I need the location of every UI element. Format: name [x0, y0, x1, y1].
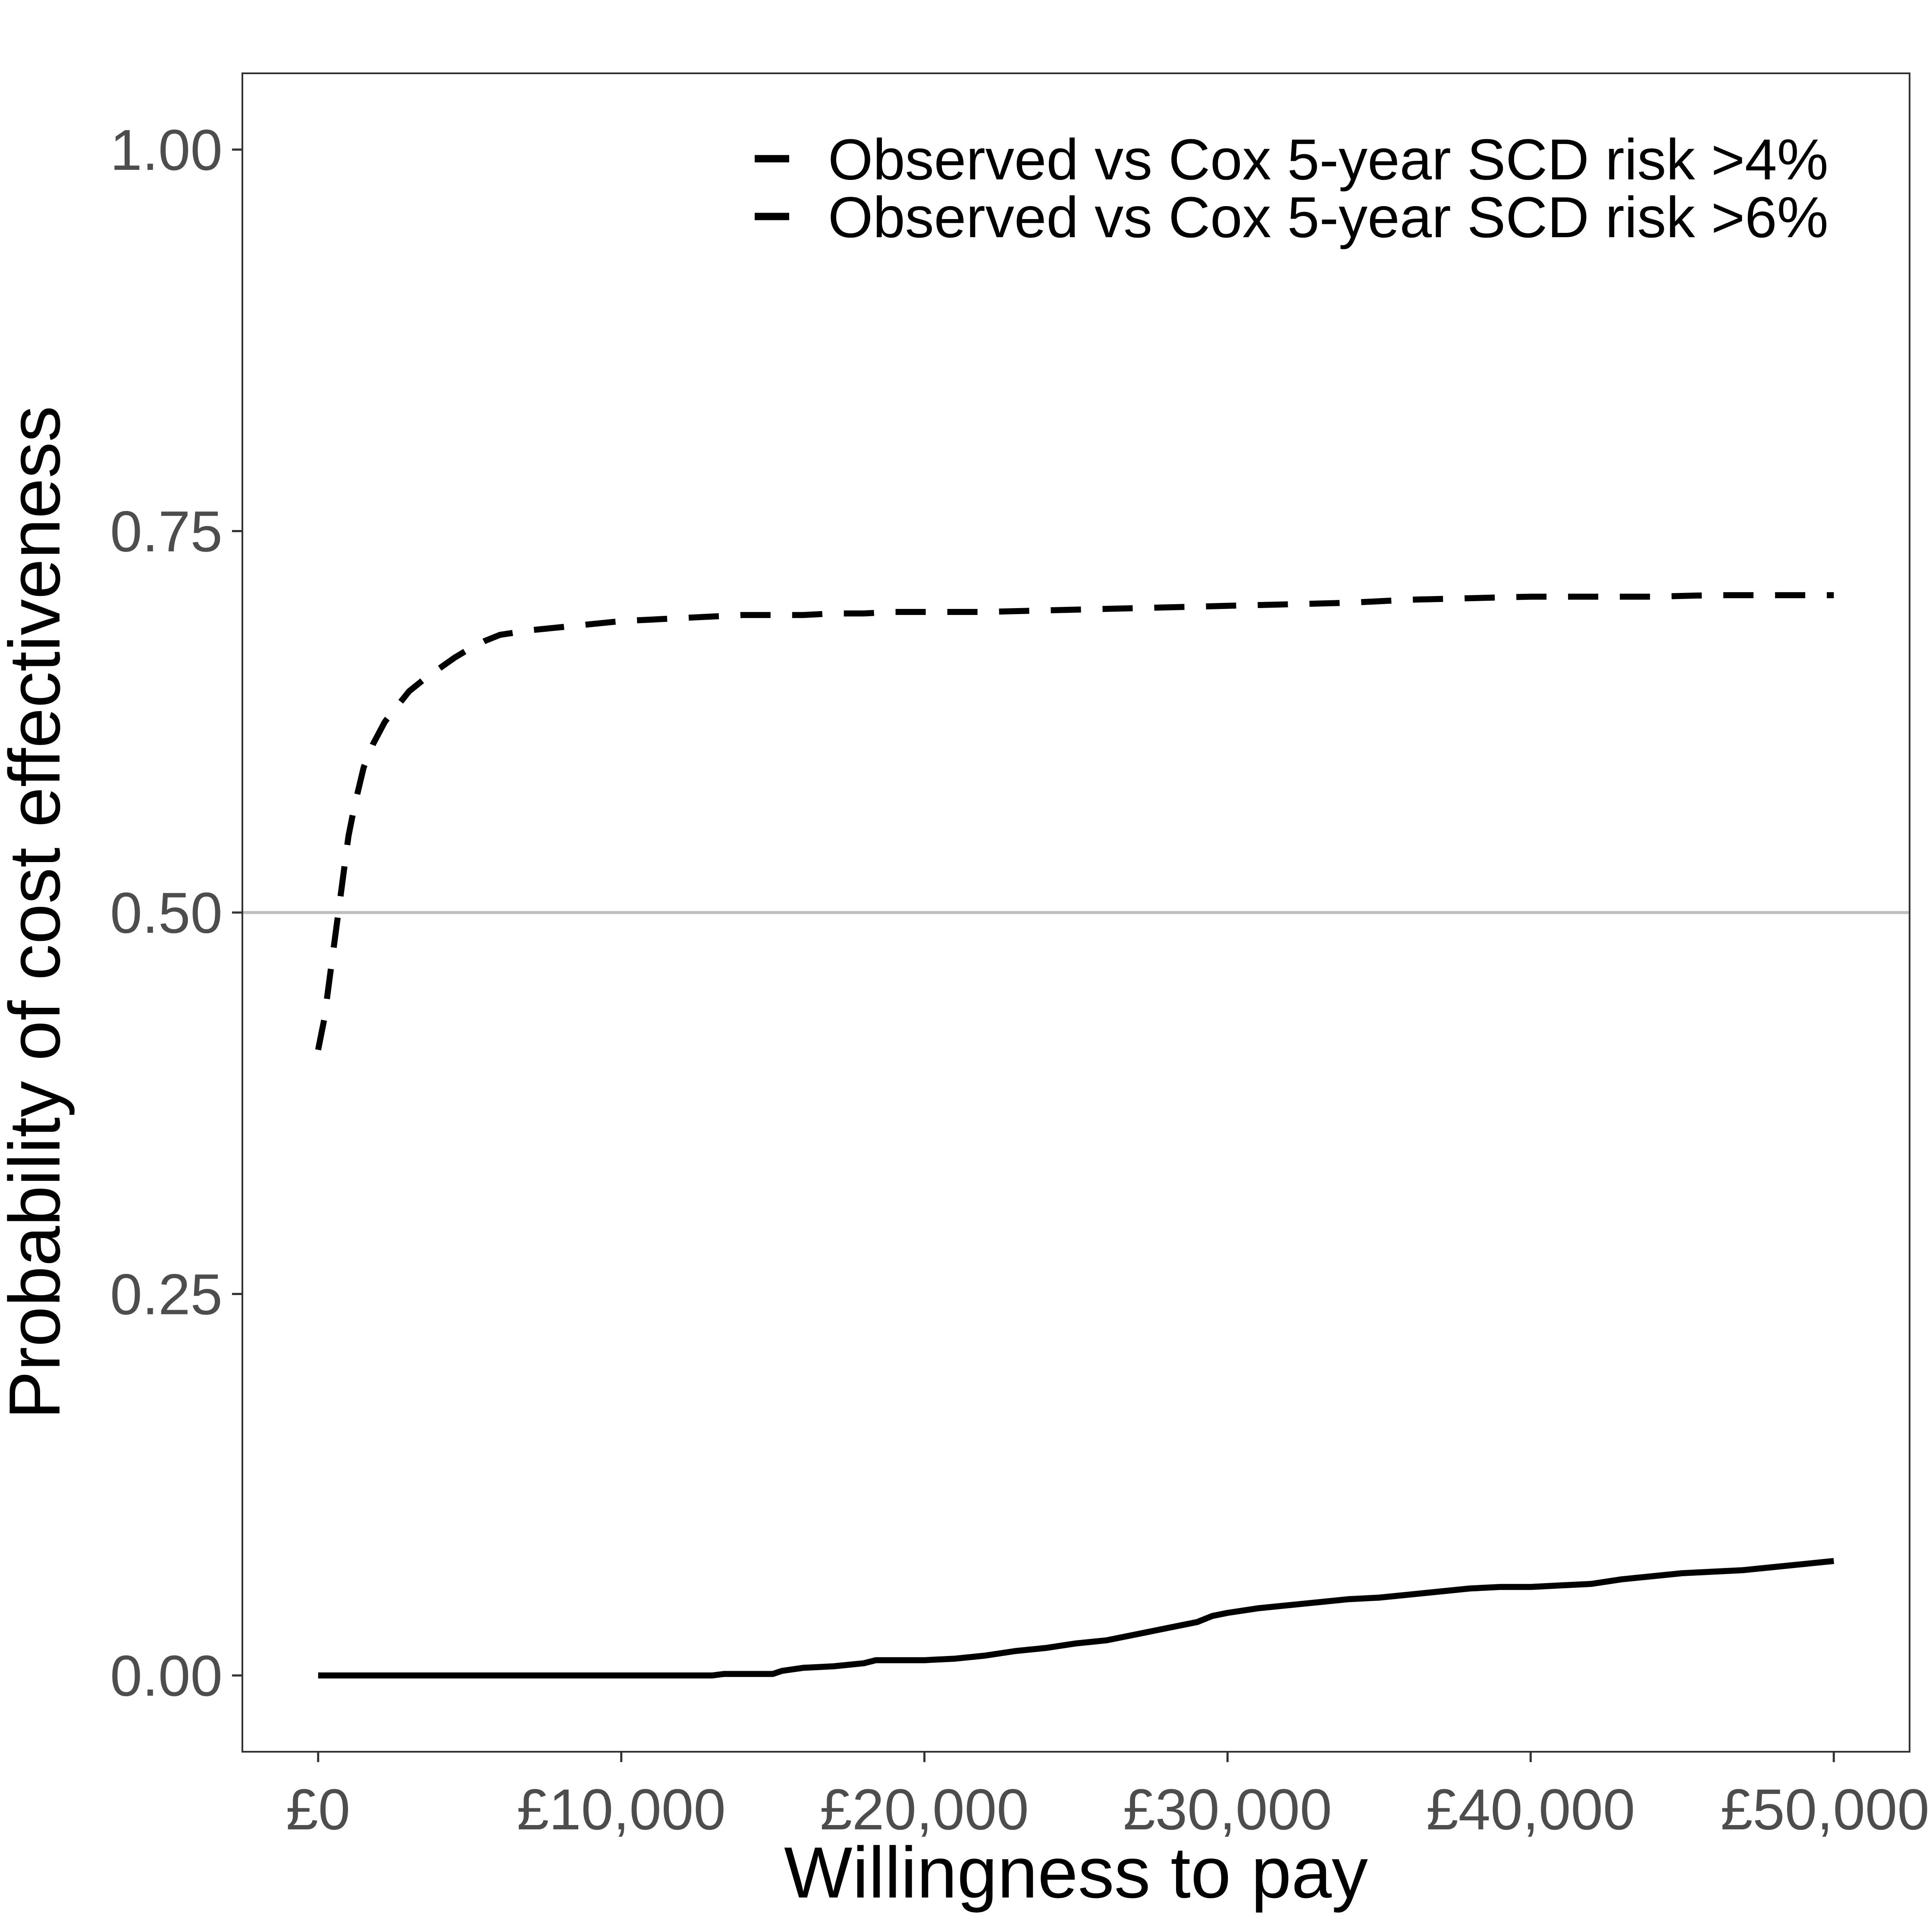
series-line-1 [315, 592, 1834, 1051]
x-tick-label: £30,000 [1123, 1778, 1332, 1842]
series-line-2 [318, 1558, 1835, 1679]
x-tick-label: £20,000 [820, 1778, 1029, 1842]
x-tick-label: £50,000 [1721, 1778, 1929, 1842]
y-tick-label: 0.00 [110, 1644, 223, 1708]
x-tick-label: £40,000 [1426, 1778, 1635, 1842]
y-tick-label: 1.00 [110, 118, 223, 182]
y-tick-label: 0.25 [110, 1263, 223, 1327]
series-layer [315, 592, 1835, 1679]
y-tick-label: 0.50 [110, 881, 223, 945]
x-tick-label: £10,000 [517, 1778, 725, 1842]
y-axis: 0.00 0.25 0.50 0.75 1.00 [110, 118, 242, 1708]
legend: Observed vs Cox 5-year SCD risk >4% Obse… [755, 128, 1828, 250]
x-axis: £0 £10,000 £20,000 £30,000 £40,000 £50,000 [286, 1752, 1929, 1842]
y-tick-label: 0.75 [110, 499, 223, 564]
y-axis-title: Probability of cost effectiveness [0, 406, 75, 1419]
x-tick-label: £0 [286, 1778, 350, 1842]
legend-label-series-1: Observed vs Cox 5-year SCD risk >4% [828, 128, 1828, 192]
legend-label-series-2: Observed vs Cox 5-year SCD risk >6% [828, 185, 1828, 250]
x-axis-title: Willingness to pay [784, 1832, 1368, 1913]
